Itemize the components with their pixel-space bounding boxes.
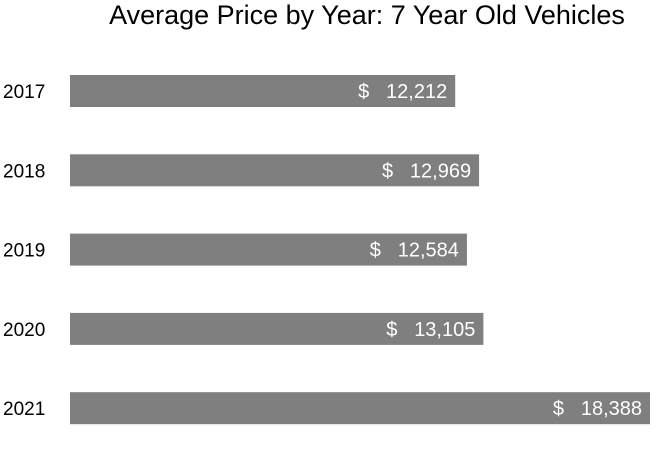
bar-row-2021: 2021 18,388 $ — [3, 392, 650, 425]
value-label-amount-2019: 12,584 — [398, 240, 459, 262]
category-label-2018: 2018 — [3, 161, 45, 182]
bar-row-2018: 2018 12,969 $ — [3, 154, 480, 187]
chart-title: Average Price by Year: 7 Year Old Vehicl… — [109, 0, 625, 30]
bars-group: 2017 12,212 $2018 12,969 $2019 12,584 $2020 13,… — [3, 75, 650, 425]
bar-row-2019: 2019 12,584 $ — [3, 233, 467, 266]
value-label-amount-2020: 13,105 — [414, 319, 475, 341]
bar-row-2020: 2020 13,105 $ — [3, 312, 484, 345]
category-label-2017: 2017 — [3, 82, 45, 103]
category-label-2019: 2019 — [3, 241, 45, 262]
value-label-currency-2020: $ — [386, 319, 397, 341]
value-label-currency-2018: $ — [382, 160, 393, 182]
value-label-amount-2018: 12,969 — [410, 160, 471, 182]
bar-2021 — [70, 392, 650, 425]
bar-2018 — [70, 154, 480, 187]
bar-2017 — [70, 75, 456, 107]
bar-row-2017: 2017 12,212 $ — [3, 75, 456, 107]
value-label-amount-2021: 18,388 — [581, 398, 642, 420]
value-label-currency-2017: $ — [358, 81, 369, 103]
bar-2019 — [70, 233, 467, 266]
category-label-2021: 2021 — [3, 399, 45, 420]
category-label-2020: 2020 — [3, 320, 45, 341]
value-label-currency-2019: $ — [370, 240, 381, 262]
value-label-amount-2017: 12,212 — [386, 81, 447, 103]
bar-2020 — [70, 312, 484, 345]
value-label-currency-2021: $ — [553, 398, 564, 420]
